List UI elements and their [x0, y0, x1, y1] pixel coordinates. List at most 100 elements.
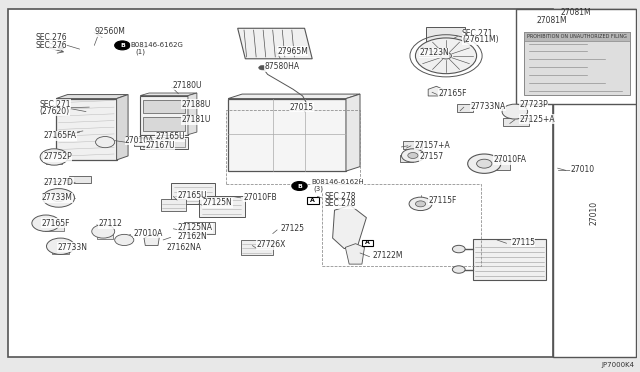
Text: 27122M: 27122M: [372, 251, 403, 260]
Circle shape: [47, 238, 74, 254]
Bar: [241, 240, 273, 255]
Text: SEC.276: SEC.276: [35, 41, 67, 50]
Circle shape: [259, 65, 266, 70]
Text: 27125NA: 27125NA: [177, 223, 212, 232]
Text: 27157+A: 27157+A: [414, 141, 450, 150]
Text: (3): (3): [314, 186, 323, 192]
Bar: [171, 183, 216, 204]
Text: (27611M): (27611M): [462, 35, 499, 44]
Bar: [494, 160, 509, 170]
Bar: [143, 100, 185, 113]
Circle shape: [52, 194, 65, 202]
Text: 92560M: 92560M: [94, 27, 125, 36]
Polygon shape: [228, 99, 346, 171]
Bar: [8, 9, 553, 357]
Text: 27180U: 27180U: [172, 81, 202, 90]
Polygon shape: [237, 28, 312, 59]
Circle shape: [468, 154, 501, 173]
Text: 27726X: 27726X: [256, 240, 285, 249]
Circle shape: [115, 234, 134, 246]
Circle shape: [92, 225, 115, 238]
Text: 27165U: 27165U: [156, 132, 185, 141]
Bar: [140, 137, 188, 149]
Text: 27125: 27125: [280, 224, 305, 233]
Text: 27965M: 27965M: [277, 47, 308, 56]
Bar: [56, 99, 116, 160]
Polygon shape: [333, 205, 366, 248]
Text: 27162N: 27162N: [177, 232, 207, 241]
Text: 87580HA: 87580HA: [264, 62, 300, 71]
Bar: [516, 9, 636, 104]
Text: SEC.278: SEC.278: [325, 192, 356, 201]
Bar: [184, 222, 216, 234]
Text: B08146-6162G: B08146-6162G: [131, 42, 184, 48]
Text: A: A: [365, 240, 370, 246]
Circle shape: [452, 266, 465, 273]
Text: 27015: 27015: [290, 103, 314, 112]
Bar: [140, 96, 188, 135]
Text: 27181U: 27181U: [182, 115, 211, 124]
Text: B08146-6162H: B08146-6162H: [311, 179, 364, 185]
Text: SEC.278: SEC.278: [325, 199, 356, 208]
Bar: [362, 240, 373, 246]
Bar: [97, 233, 113, 239]
Bar: [524, 32, 630, 95]
Text: B: B: [120, 43, 125, 48]
Text: 27188U: 27188U: [182, 100, 211, 109]
Circle shape: [415, 38, 477, 74]
Circle shape: [409, 197, 432, 211]
Circle shape: [32, 215, 60, 231]
Circle shape: [40, 149, 68, 165]
Text: PROHIBITION ON UNAUTHORIZED FILING: PROHIBITION ON UNAUTHORIZED FILING: [527, 33, 627, 39]
Bar: [504, 118, 529, 126]
Polygon shape: [116, 94, 128, 160]
Text: 27162NA: 27162NA: [167, 243, 202, 252]
Text: 27752P: 27752P: [44, 153, 72, 161]
Text: 27115F: 27115F: [428, 196, 456, 205]
Bar: [199, 196, 244, 217]
Bar: [400, 155, 413, 162]
Text: 27010FB: 27010FB: [243, 193, 277, 202]
Text: 27115: 27115: [511, 238, 535, 247]
Text: SEC.271: SEC.271: [462, 29, 493, 38]
Polygon shape: [140, 93, 197, 96]
Text: 27733NA: 27733NA: [470, 102, 506, 110]
Text: B: B: [297, 183, 302, 189]
Text: (27620): (27620): [40, 107, 70, 116]
Text: A: A: [310, 198, 316, 203]
Circle shape: [408, 153, 418, 158]
Text: 27010: 27010: [570, 165, 595, 174]
Polygon shape: [346, 94, 360, 171]
Text: 27165F: 27165F: [438, 89, 467, 97]
Text: 27010A: 27010A: [125, 136, 154, 145]
Circle shape: [452, 246, 465, 253]
Bar: [524, 32, 630, 41]
Polygon shape: [144, 234, 159, 246]
Text: 27723P: 27723P: [519, 100, 548, 109]
Circle shape: [95, 137, 115, 148]
Text: 27112: 27112: [99, 219, 123, 228]
Circle shape: [502, 104, 527, 119]
Bar: [134, 138, 152, 146]
Text: 27081M: 27081M: [536, 16, 567, 25]
Text: 27127D: 27127D: [44, 178, 73, 187]
Text: SEC.271: SEC.271: [40, 100, 71, 109]
Bar: [307, 197, 319, 204]
Polygon shape: [56, 94, 128, 99]
Bar: [143, 117, 185, 131]
Bar: [226, 110, 360, 184]
Bar: [553, 9, 636, 357]
Circle shape: [440, 52, 452, 59]
Bar: [52, 248, 69, 254]
Bar: [403, 141, 422, 149]
Text: JP7000K4: JP7000K4: [601, 362, 634, 368]
Text: 27167U: 27167U: [145, 141, 175, 150]
Circle shape: [292, 182, 307, 190]
Text: 27125N: 27125N: [203, 198, 232, 207]
Bar: [161, 199, 186, 211]
Text: SEC.276: SEC.276: [35, 33, 67, 42]
Bar: [45, 225, 64, 231]
Text: 27010A: 27010A: [134, 229, 163, 238]
Bar: [46, 158, 63, 164]
Bar: [69, 176, 91, 183]
